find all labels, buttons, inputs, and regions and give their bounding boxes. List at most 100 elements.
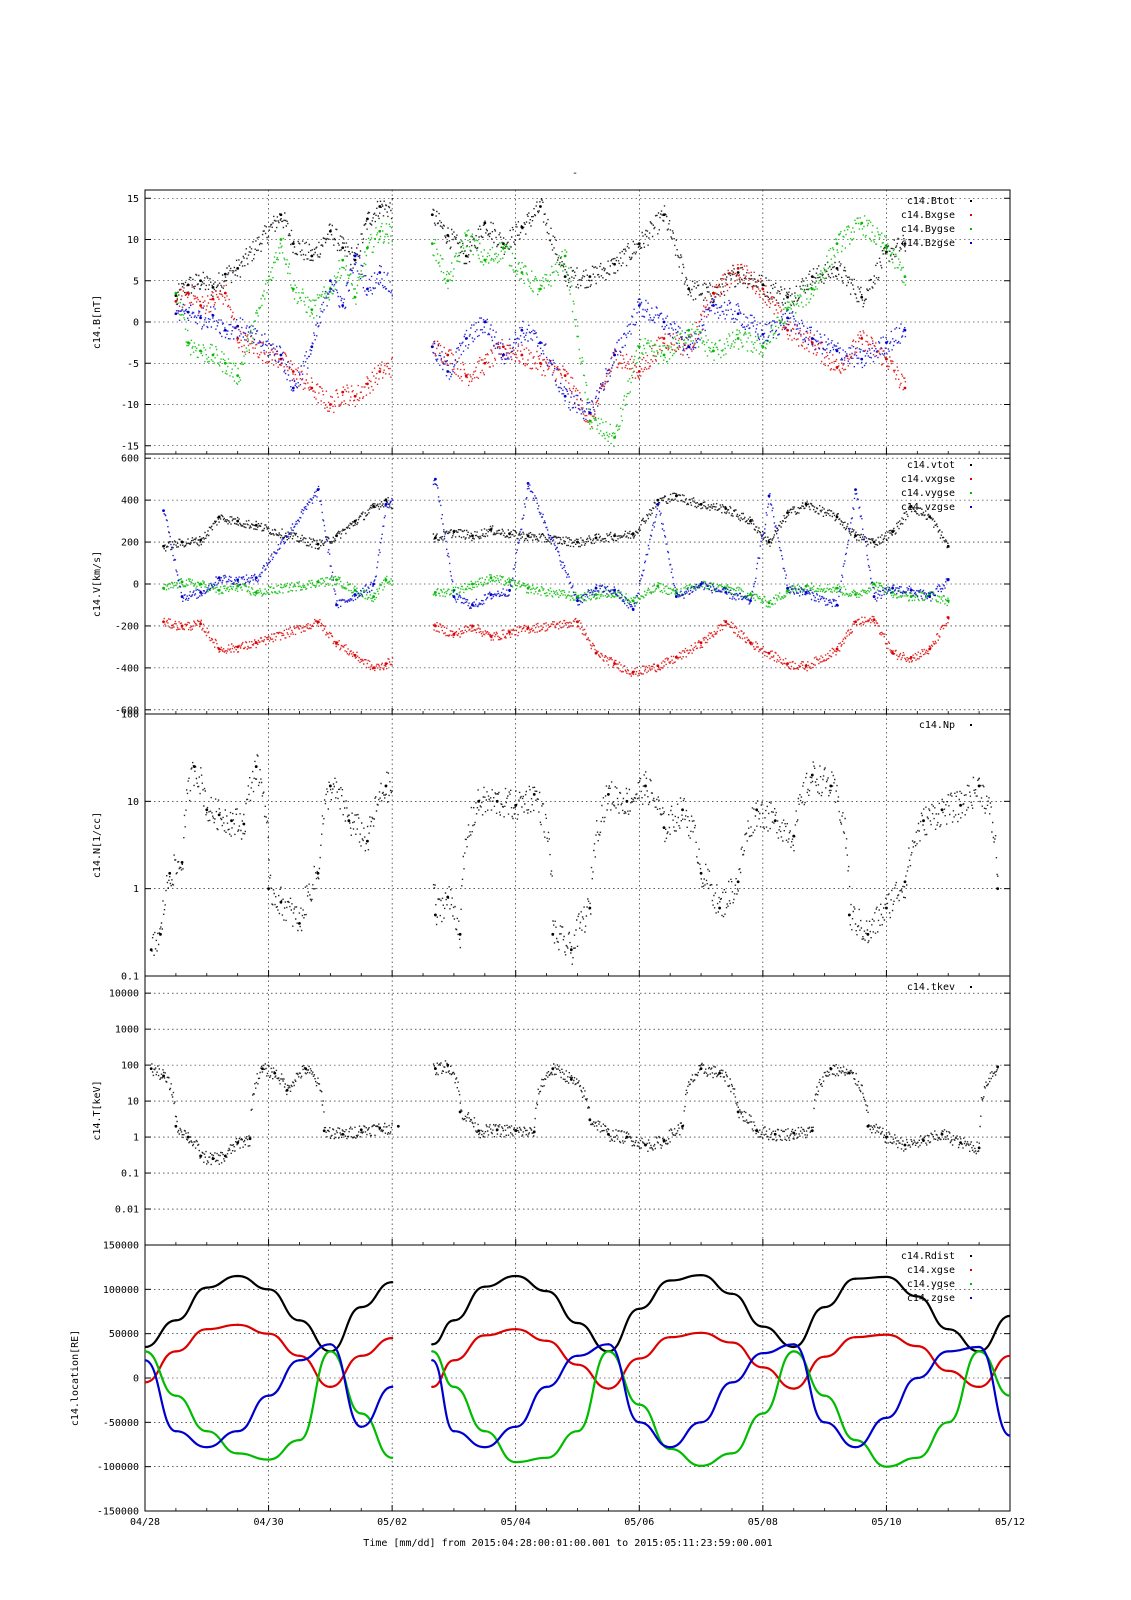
data-point xyxy=(514,1274,517,1278)
data-point xyxy=(205,1430,208,1433)
y-tick-label: 100000 xyxy=(103,1285,139,1296)
data-point xyxy=(145,1345,147,1349)
data-point xyxy=(730,1452,734,1455)
series-c14.xgse xyxy=(145,1323,1010,1390)
data-point xyxy=(847,913,851,917)
x-tick-label: 05/08 xyxy=(748,1517,778,1528)
data-point xyxy=(174,1124,178,1128)
y-tick-label: 1 xyxy=(133,1133,139,1144)
data-point xyxy=(718,906,722,910)
legend-marker xyxy=(970,492,972,494)
data-point xyxy=(563,394,567,398)
y-tick-label: 100 xyxy=(121,1061,139,1072)
data-point xyxy=(792,1131,796,1135)
y-axis-label: c14.B[nT] xyxy=(92,295,103,349)
data-point xyxy=(359,1128,363,1132)
data-point xyxy=(186,1135,190,1139)
data-point xyxy=(699,871,703,875)
data-point xyxy=(199,622,203,626)
data-point xyxy=(823,1355,826,1358)
panels-group: 151050-5-10-15c14.B[nT]c14.Btotc14.Bxgse… xyxy=(70,189,1011,1518)
legend-marker xyxy=(970,228,972,230)
series-c14.Np xyxy=(149,754,1000,965)
data-point xyxy=(606,793,610,796)
data-point xyxy=(329,1385,332,1389)
data-point xyxy=(761,1412,765,1415)
data-point xyxy=(947,1421,950,1424)
data-point xyxy=(786,588,789,592)
data-point xyxy=(378,205,382,208)
data-point xyxy=(452,1319,456,1322)
data-point xyxy=(223,291,227,295)
data-point xyxy=(162,620,165,624)
data-point xyxy=(588,275,592,279)
data-point xyxy=(662,320,666,324)
y-tick-label: 0.1 xyxy=(121,1169,139,1180)
series-line xyxy=(431,1350,1010,1468)
data-point xyxy=(607,1350,610,1353)
data-point xyxy=(545,1385,548,1389)
data-point xyxy=(903,242,907,246)
data-point xyxy=(390,1281,394,1284)
data-point xyxy=(446,279,450,283)
data-point xyxy=(291,386,295,390)
data-point xyxy=(446,353,450,357)
y-tick-label: 1 xyxy=(133,884,139,895)
y-tick-label: 10000 xyxy=(109,989,139,1000)
data-point xyxy=(514,1425,517,1428)
data-point xyxy=(360,1305,363,1309)
data-point xyxy=(860,357,864,361)
data-point xyxy=(366,382,369,386)
x-tick-label: 04/30 xyxy=(254,1517,284,1528)
data-point xyxy=(563,374,567,378)
data-point xyxy=(767,540,771,544)
data-point xyxy=(390,1385,394,1389)
data-point xyxy=(712,304,715,307)
legend-marker xyxy=(970,724,972,726)
y-tick-label: -400 xyxy=(115,663,139,674)
data-point xyxy=(810,275,814,279)
data-point xyxy=(996,887,1000,891)
data-point xyxy=(885,246,888,250)
data-point xyxy=(638,1421,641,1424)
legend-label: c14.vygse xyxy=(901,488,955,499)
data-point xyxy=(431,1350,434,1353)
data-point xyxy=(755,808,759,812)
data-point xyxy=(180,624,184,628)
data-point xyxy=(174,294,178,297)
data-point xyxy=(545,1339,548,1342)
y-tick-label: -50000 xyxy=(103,1418,139,1429)
data-point xyxy=(329,1350,332,1353)
data-point xyxy=(452,1385,456,1389)
data-point xyxy=(267,1458,270,1461)
data-point xyxy=(360,1425,363,1428)
series-c14.vtot xyxy=(162,492,950,552)
data-point xyxy=(458,932,462,936)
data-point xyxy=(786,328,789,332)
data-point xyxy=(699,641,703,645)
data-layer xyxy=(174,198,907,448)
data-point xyxy=(430,213,434,217)
data-point xyxy=(341,390,345,394)
data-point xyxy=(254,523,258,527)
y-tick-label: -600 xyxy=(115,705,139,716)
panel-B: 15 10 5 0 -5 -10 -15 c14.B[nT] c14.Btot c14.Bxgse… xyxy=(92,189,1011,455)
data-point xyxy=(322,1129,326,1133)
data-point xyxy=(501,246,505,250)
data-point xyxy=(854,534,857,538)
series-c14.Bygse xyxy=(174,215,907,448)
panel-N: 100 10 1 0.1 c14.N[1/cc] c14.Np xyxy=(92,710,1011,983)
data-point xyxy=(1008,1434,1010,1437)
data-point xyxy=(236,584,240,588)
data-point xyxy=(520,328,524,332)
data-point xyxy=(786,316,789,320)
y-axis-label: c14.T[keV] xyxy=(92,1080,103,1140)
data-point xyxy=(551,932,555,936)
series-c14.ygse xyxy=(145,1350,1010,1468)
data-point xyxy=(916,1456,919,1460)
data-point xyxy=(916,1344,919,1348)
data-point xyxy=(149,1067,153,1071)
data-point xyxy=(279,353,283,357)
legend-label: c14.tkev xyxy=(907,982,955,993)
y-tick-label: 0 xyxy=(133,580,139,591)
